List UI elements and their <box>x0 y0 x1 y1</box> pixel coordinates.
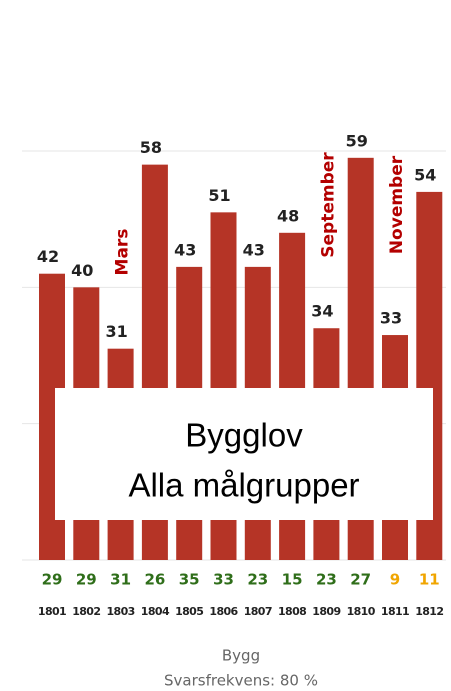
value-label: 34 <box>311 302 333 321</box>
value-label: 54 <box>414 165 436 184</box>
response-count: 15 <box>282 571 303 589</box>
annotation: Mars <box>113 229 133 276</box>
x-tick-label: 1810 <box>347 605 376 618</box>
overlay-box <box>55 388 433 520</box>
x-tick-label: 1802 <box>72 605 100 618</box>
response-count: 29 <box>76 571 97 589</box>
response-count: 9 <box>390 571 400 589</box>
x-tick-label: 1811 <box>381 605 409 618</box>
response-count: 35 <box>179 571 200 589</box>
value-label: 43 <box>243 240 265 259</box>
x-tick-label: 1804 <box>141 605 170 618</box>
response-count: 26 <box>144 571 165 589</box>
response-count: 29 <box>42 571 63 589</box>
x-tick-label: 1808 <box>278 605 306 618</box>
x-tick-label: 1803 <box>106 605 134 618</box>
annotation: November <box>387 155 407 254</box>
value-label: 59 <box>346 131 368 150</box>
footer-text: Bygg <box>222 647 260 665</box>
x-tick-label: 1807 <box>244 605 272 618</box>
value-label: 31 <box>105 322 127 341</box>
response-count: 23 <box>316 571 337 589</box>
value-label: 58 <box>140 138 162 157</box>
response-count: 33 <box>213 571 234 589</box>
footer-text: Svarsfrekvens: 80 % <box>164 672 318 690</box>
x-tick-label: 1812 <box>415 605 443 618</box>
x-tick-label: 1809 <box>312 605 340 618</box>
response-count: 23 <box>247 571 268 589</box>
x-tick-label: 1806 <box>209 605 238 618</box>
annotation: September <box>318 152 338 258</box>
response-count: 11 <box>419 571 440 589</box>
overlay-text: Bygglov <box>185 417 303 454</box>
value-label: 48 <box>277 206 299 225</box>
response-count: 27 <box>350 571 371 589</box>
value-label: 42 <box>37 247 59 266</box>
overlay-text: Alla målgrupper <box>128 467 359 504</box>
value-label: 33 <box>380 309 402 328</box>
x-tick-label: 1801 <box>38 605 66 618</box>
value-label: 40 <box>71 261 93 280</box>
value-label: 43 <box>174 240 196 259</box>
response-count: 31 <box>110 571 131 589</box>
value-label: 51 <box>208 186 230 205</box>
x-tick-label: 1805 <box>175 605 203 618</box>
